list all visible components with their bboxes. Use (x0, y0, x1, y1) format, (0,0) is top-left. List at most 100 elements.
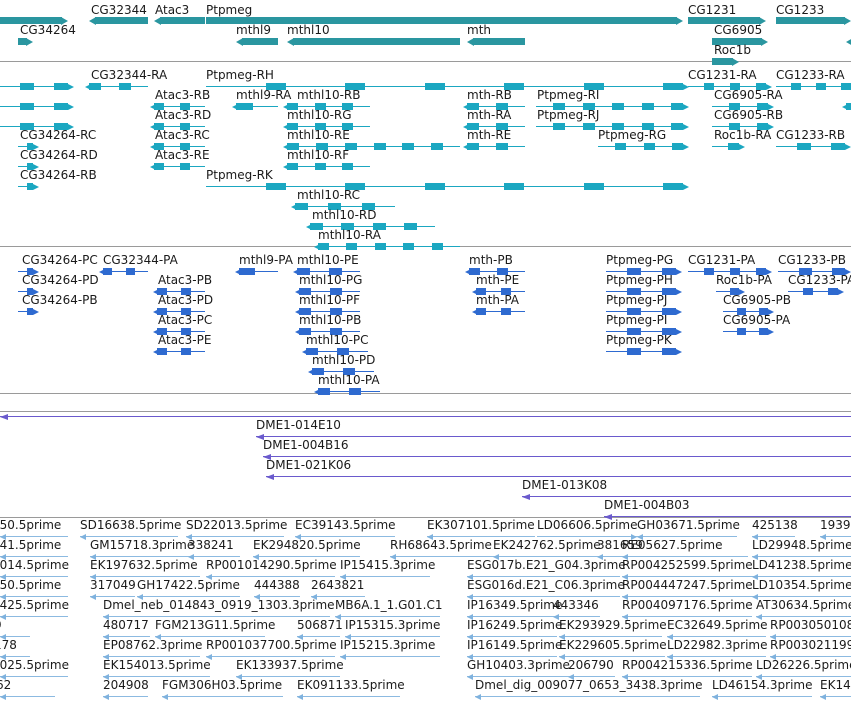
est-arrow-icon (295, 533, 301, 540)
track-separator (0, 411, 851, 412)
intron-line (154, 146, 205, 147)
feature-label: Ptpmeg (206, 3, 253, 17)
strand-arrow-icon (150, 103, 156, 110)
feature-label: DME1-004B16 (263, 438, 349, 452)
est-arrow-icon (568, 673, 574, 680)
exon-block (157, 288, 167, 295)
strand-arrow-icon (472, 308, 478, 315)
exon-block (287, 103, 298, 110)
est-arrow-icon (155, 633, 161, 640)
est-arrow-icon (297, 693, 303, 700)
intron-line (287, 146, 460, 147)
clone-end-icon (522, 494, 530, 500)
intron-line (712, 126, 768, 127)
strand-arrow-icon (33, 143, 39, 150)
intron-line (287, 106, 370, 107)
feature-label: Ptpmeg-RG (598, 128, 667, 142)
gene-bar (0, 17, 62, 24)
intron-line (137, 596, 240, 597)
exon-block (402, 143, 414, 150)
feature-label: mthl10-PG (299, 273, 363, 287)
track-separator (0, 61, 851, 62)
feature-label: 150.5prime (0, 518, 62, 532)
feature-label: CG1231 (688, 3, 737, 17)
est-arrow-icon (467, 633, 473, 640)
intron-line (559, 656, 665, 657)
exon-block (504, 183, 524, 190)
feature-label: mth-PE (476, 273, 520, 287)
feature-label: mthl9 (236, 23, 271, 37)
clone-end-icon (0, 414, 8, 420)
intron-line (597, 556, 622, 557)
strand-arrow-icon (683, 123, 689, 130)
intron-line (80, 536, 178, 537)
exon-block (345, 143, 357, 150)
exon-block (154, 103, 164, 110)
exon-block (476, 288, 486, 295)
intron-line (318, 246, 460, 247)
intron-line (688, 271, 766, 272)
est-arrow-icon (0, 593, 6, 600)
exon-block (89, 83, 101, 90)
feature-label: SD16638.5prime (80, 518, 182, 532)
exon-block (662, 308, 676, 315)
est-arrow-icon (90, 553, 96, 560)
feature-label: 338241 (188, 538, 234, 552)
feature-label: IP16149.5prime (467, 638, 563, 652)
exon-block (467, 123, 479, 130)
exon-block (469, 268, 480, 275)
exon-block (126, 268, 135, 275)
strand-arrow-icon (283, 123, 289, 130)
est-arrow-icon (90, 573, 96, 580)
exon-block (27, 308, 33, 315)
intron-line (467, 676, 568, 677)
feature-label: Ptpmeg-RJ (537, 108, 600, 122)
exon-block (644, 143, 655, 150)
feature-label: RP003050108 (770, 618, 851, 632)
feature-label: CG6905-RA (714, 88, 783, 102)
exon-block (642, 123, 654, 130)
exon-block (154, 123, 164, 130)
exon-block (553, 123, 565, 130)
exon-block (583, 123, 595, 130)
est-arrow-icon (770, 633, 776, 640)
intron-line (0, 536, 68, 537)
track-separator (0, 517, 851, 518)
gene-bar (712, 58, 733, 65)
feature-label: CG6905-PB (723, 293, 792, 307)
feature-label: 2643821 (311, 578, 365, 592)
exon-block (287, 163, 298, 170)
feature-label: CG1231-RA (688, 68, 757, 82)
strand-arrow-icon (33, 163, 39, 170)
feature-label: EK242762.5prime (493, 538, 601, 552)
feature-label: CG6905 (714, 23, 763, 37)
intron-line (606, 331, 676, 332)
exon-block (157, 348, 167, 355)
strand-arrow-icon (683, 143, 689, 150)
exon-block (728, 143, 739, 150)
intron-line (752, 556, 851, 557)
intron-line (345, 636, 440, 637)
strand-arrow-icon (287, 37, 294, 46)
exon-block (266, 83, 286, 90)
exon-block (342, 103, 353, 110)
intron-line (606, 351, 676, 352)
intron-line (299, 311, 360, 312)
strand-arrow-icon (153, 348, 159, 355)
intron-line (770, 656, 851, 657)
intron-line (390, 556, 493, 557)
intron-line (752, 596, 851, 597)
exon-block (671, 103, 683, 110)
est-arrow-icon (622, 673, 628, 680)
strand-arrow-icon (683, 83, 689, 90)
exon-block (662, 328, 676, 335)
intron-line (0, 576, 68, 577)
intron-line (476, 291, 525, 292)
exon-block (299, 308, 311, 315)
intron-line (622, 576, 752, 577)
feature-label: FGM306H03.5prime (162, 678, 283, 692)
feature-label: Ptpmeg-RK (206, 168, 273, 182)
exon-block (729, 103, 740, 110)
intron-line (0, 126, 68, 127)
gene-bar (160, 17, 205, 24)
